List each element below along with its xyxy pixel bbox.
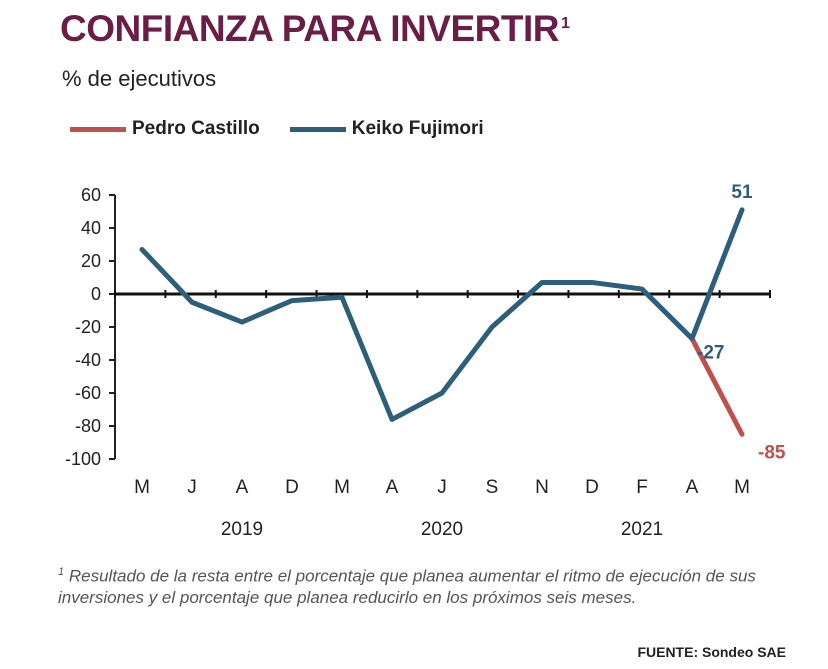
y-tick-label: 0	[91, 284, 101, 304]
y-tick-label: -40	[75, 350, 101, 370]
y-tick-label: -100	[65, 449, 101, 469]
y-tick-label: -60	[75, 383, 101, 403]
legend-label-castillo: Pedro Castillo	[132, 118, 260, 139]
x-tick-label: A	[686, 477, 699, 498]
x-tick-label: M	[734, 477, 750, 498]
footnote: 1 Resultado de la resta entre el porcent…	[58, 562, 758, 608]
y-tick-label: 60	[81, 185, 101, 205]
x-tick-label: A	[236, 477, 249, 498]
footnote-marker: 1	[58, 566, 65, 578]
line-chart: 60 40 20 0 -20 -40 -60 -80 -100 M J A D M A J S N D F A M 2019…	[65, 182, 786, 540]
x-year-label: 2020	[421, 519, 463, 540]
legend-swatch-castillo	[70, 126, 126, 132]
x-year-label: 2021	[621, 519, 663, 540]
footnote-text: Resultado de la resta entre el porcentaj…	[58, 566, 756, 607]
x-tick-label: F	[636, 477, 648, 498]
chart-subtitle: % de ejecutivos	[62, 66, 217, 91]
chart-title: CONFIANZA PARA INVERTIR 1	[60, 8, 570, 50]
series-line-fujimori	[139, 207, 745, 422]
x-tick-label: D	[585, 477, 599, 498]
legend-label-fujimori: Keiko Fujimori	[351, 118, 484, 139]
x-tick-label: N	[535, 477, 549, 498]
x-year-label: 2019	[221, 519, 263, 540]
legend-item-castillo: Pedro Castillo	[70, 118, 260, 140]
x-tick-label: A	[386, 477, 399, 498]
x-tick-label: M	[134, 477, 150, 498]
legend: Pedro Castillo Keiko Fujimori	[70, 118, 484, 140]
y-tick-label: 20	[81, 251, 101, 271]
x-tick-label: J	[437, 477, 447, 498]
y-tick-label: -80	[75, 416, 101, 436]
source-note: FUENTE: Sondeo SAE	[637, 644, 786, 660]
legend-swatch-fujimori	[289, 126, 346, 132]
y-tick-label: -20	[75, 317, 101, 337]
data-label: -27	[697, 343, 724, 364]
x-tick-label: S	[486, 477, 499, 498]
x-tick-label: D	[285, 477, 299, 498]
x-tick-label: J	[187, 477, 197, 498]
x-tick-label: M	[334, 477, 350, 498]
data-label: -85	[758, 442, 786, 463]
y-tick-label: 40	[81, 218, 101, 238]
title-footnote-marker: 1	[560, 14, 570, 32]
data-label: 51	[731, 182, 753, 203]
chart-title-text: CONFIANZA PARA INVERTIR	[60, 8, 559, 49]
legend-item-fujimori: Keiko Fujimori	[289, 118, 484, 140]
series-line-castillo	[689, 336, 745, 437]
